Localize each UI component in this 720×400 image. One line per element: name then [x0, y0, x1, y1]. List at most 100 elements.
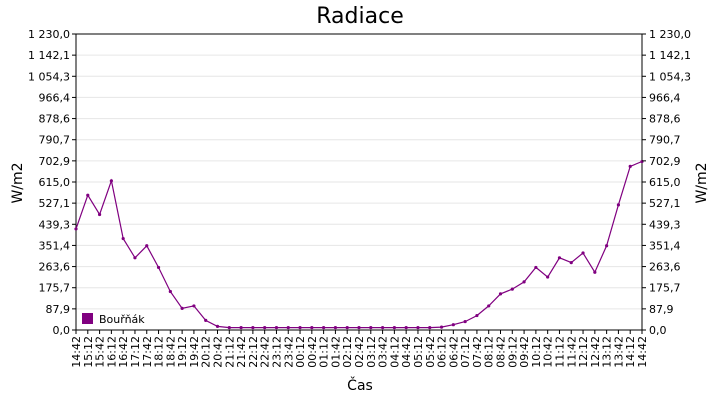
data-point: [168, 289, 172, 294]
data-point: [251, 325, 255, 330]
data-point: [133, 256, 137, 260]
data-point: [239, 325, 243, 330]
x-tick-label: 22:42: [259, 336, 272, 368]
data-point: [569, 261, 573, 265]
chart-title: Radiace: [316, 4, 404, 29]
y-tick-label-right: 87,9: [649, 303, 674, 316]
data-point: [369, 325, 373, 330]
y-tick-label-left: 966,4: [39, 91, 71, 104]
data-point: [86, 193, 90, 197]
data-point: [227, 325, 231, 330]
x-tick-label: 07:12: [459, 336, 472, 368]
x-tick-label: 04:12: [388, 336, 401, 368]
y-tick-label-right: 1 230,0: [649, 28, 691, 41]
data-point: [439, 325, 444, 329]
x-tick-label: 23:12: [270, 336, 283, 368]
legend: Bouřňák: [82, 313, 145, 326]
x-tick-label: 17:12: [129, 336, 142, 368]
data-point: [557, 256, 562, 260]
y-tick-label-left: 351,4: [39, 239, 71, 252]
data-point: [605, 244, 609, 248]
data-point: [546, 275, 550, 279]
data-point: [498, 292, 503, 296]
data-point: [145, 244, 149, 248]
y-tick-label-left: 87,9: [46, 303, 71, 316]
y-axis-left: 0,0 87,9 175,7 263,6 351,4 439,3 527,1 615,0 702…: [28, 28, 76, 337]
x-tick-label: 00:42: [306, 336, 319, 368]
data-point: [628, 164, 632, 168]
x-tick-label: 03:12: [365, 336, 378, 368]
x-tick-label: 00:12: [294, 336, 307, 368]
y-tick-label-left: 263,6: [39, 261, 71, 274]
y-tick-label-right: 790,7: [649, 134, 681, 147]
data-point: [380, 325, 385, 330]
x-tick-label: 10:12: [530, 336, 543, 368]
data-point: [581, 251, 585, 255]
y-tick-label-right: 439,3: [649, 218, 681, 231]
data-point: [286, 325, 290, 330]
series-line: [75, 160, 643, 329]
x-tick-label: 01:12: [318, 336, 331, 368]
y-tick-label-left: 790,7: [39, 134, 71, 147]
data-point: [274, 325, 279, 330]
x-tick-label: 05:42: [424, 336, 437, 368]
x-tick-label: 04:42: [400, 336, 413, 368]
x-tick-label: 09:12: [506, 336, 519, 368]
data-point: [616, 203, 621, 207]
y-tick-label-left: 878,6: [39, 113, 71, 126]
data-point: [475, 313, 479, 318]
data-point: [463, 319, 467, 324]
y-axis-label-right: W/m2: [694, 162, 710, 203]
x-tick-label: 23:42: [282, 336, 295, 368]
data-point: [345, 325, 349, 330]
data-point: [74, 227, 78, 231]
y-tick-label-right: 263,6: [649, 261, 681, 274]
x-tick-label: 21:12: [223, 336, 236, 368]
y-tick-label-left: 1 054,3: [28, 70, 70, 83]
data-point: [487, 304, 491, 308]
x-tick-label: 15:42: [94, 336, 107, 368]
y-tick-label-left: 1 142,1: [28, 49, 70, 62]
x-tick-label: 18:42: [164, 336, 177, 368]
data-point: [121, 236, 125, 241]
data-point: [310, 325, 314, 330]
x-tick-label: 12:12: [577, 336, 590, 368]
x-tick-label: 02:42: [353, 336, 366, 368]
x-tick-label: 20:42: [212, 336, 225, 368]
data-point: [510, 287, 514, 291]
x-tick-label: 07:42: [471, 336, 484, 368]
y-tick-label-right: 702,9: [649, 155, 681, 168]
x-tick-label: 14:42: [636, 336, 649, 368]
x-tick-label: 05:12: [412, 336, 425, 368]
data-point: [451, 323, 455, 327]
x-tick-label: 13:42: [612, 336, 625, 368]
x-tick-label: 18:12: [153, 336, 166, 368]
y-tick-label-left: 615,0: [39, 176, 71, 189]
y-tick-label-left: 702,9: [39, 155, 71, 168]
x-tick-label: 19:42: [188, 336, 201, 368]
data-point: [322, 325, 326, 330]
x-tick-label: 13:12: [601, 336, 614, 368]
x-tick-label: 16:12: [105, 336, 118, 368]
data-point: [333, 325, 338, 330]
y-tick-label-right: 351,4: [649, 239, 681, 252]
data-point: [204, 318, 208, 322]
y-tick-label-left: 1 230,0: [28, 28, 70, 41]
y-tick-label-right: 1 054,3: [649, 70, 691, 83]
x-tick-label: 21:42: [235, 336, 248, 368]
x-tick-label: 08:42: [495, 336, 508, 368]
x-tick-label: 11:12: [553, 336, 566, 368]
data-point: [97, 212, 102, 217]
x-tick-label: 06:12: [436, 336, 449, 368]
x-tick-label: 10:42: [542, 336, 555, 368]
y-axis-label-left: W/m2: [10, 162, 26, 203]
y-tick-label-right: 966,4: [649, 91, 681, 104]
y-tick-label-left: 175,7: [39, 282, 71, 295]
data-point: [593, 270, 597, 274]
y-tick-label-right: 175,7: [649, 282, 681, 295]
y-tick-label-right: 878,6: [649, 113, 681, 126]
data-point: [263, 325, 267, 330]
x-tick-label: 14:12: [624, 336, 637, 368]
x-tick-label: 19:12: [176, 336, 189, 368]
